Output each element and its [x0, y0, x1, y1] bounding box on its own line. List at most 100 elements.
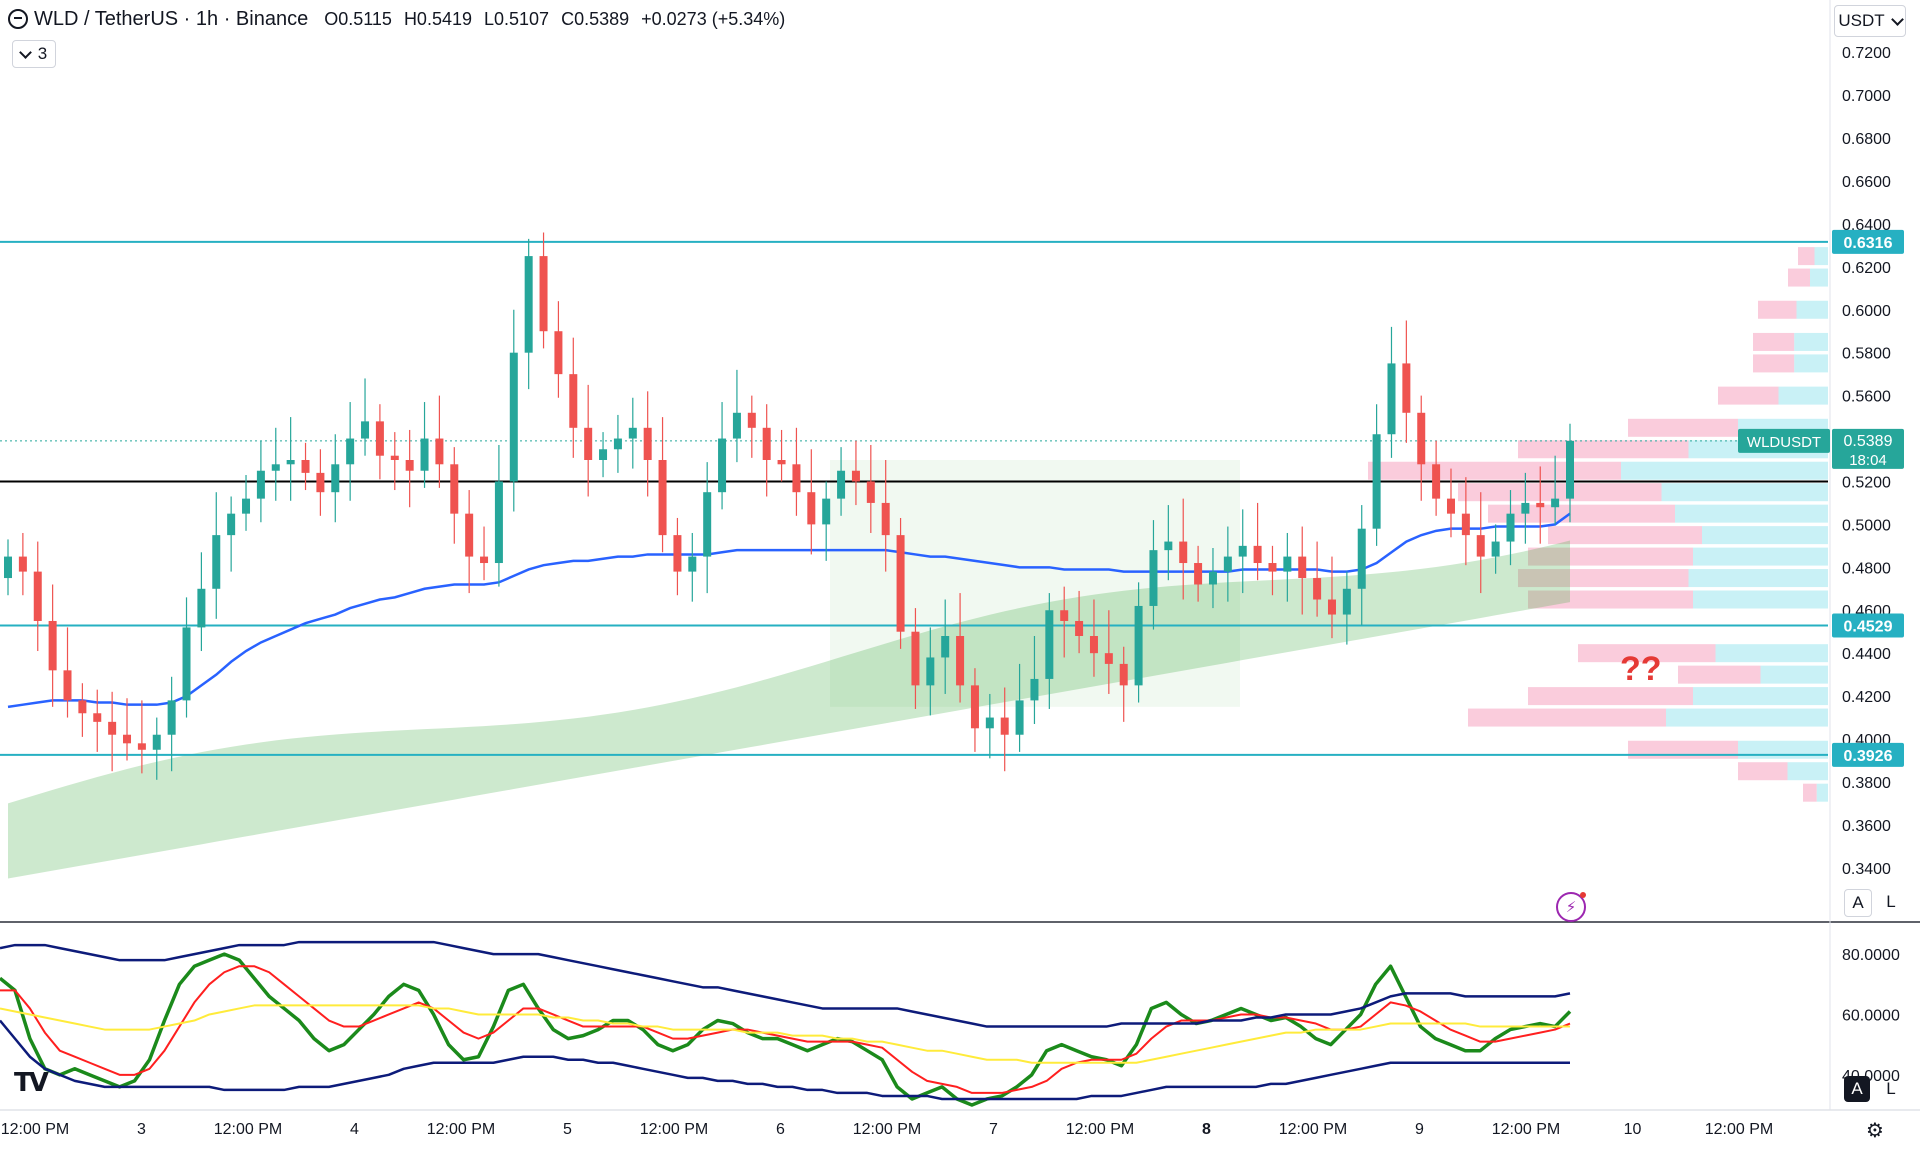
- candle-body: [1476, 535, 1485, 557]
- price-tick-label: 0.6000: [1842, 303, 1891, 320]
- candle-body: [256, 470, 265, 499]
- ohlc-change: +0.0273 (+5.34%): [641, 8, 786, 29]
- time-tick-label: 12:00 PM: [1066, 1121, 1134, 1138]
- candle-body: [1149, 550, 1158, 606]
- candle-body: [718, 438, 727, 493]
- candle-body: [1030, 678, 1039, 701]
- price-tick-label: 0.5600: [1842, 389, 1891, 406]
- candle-body: [762, 427, 771, 460]
- candle-body: [822, 498, 831, 525]
- candle-body: [137, 743, 146, 750]
- candle-body: [732, 412, 741, 439]
- horizontal-levels: [0, 240, 1828, 756]
- candle-body: [390, 455, 399, 460]
- time-tick-label: 12:00 PM: [1492, 1121, 1560, 1138]
- price-tick-label: 0.7200: [1842, 45, 1891, 62]
- candle-body: [450, 464, 459, 514]
- candle-body: [970, 685, 979, 729]
- candle-body: [1446, 498, 1455, 514]
- candle-body: [301, 460, 310, 473]
- countdown-tag-value: 18:04: [1849, 452, 1887, 469]
- price-tick-label: 0.3800: [1842, 775, 1891, 792]
- candle-body: [1134, 605, 1143, 686]
- candle-body: [554, 331, 563, 375]
- candle-body: [78, 700, 87, 714]
- profile-bar-buy: [1816, 783, 1828, 802]
- candle-body: [1327, 599, 1336, 615]
- chart-annotation-question[interactable]: ??: [1620, 650, 1662, 688]
- currency-selector[interactable]: USDT: [1834, 5, 1906, 37]
- profile-bar-buy: [1702, 526, 1828, 545]
- candle-body: [420, 438, 429, 471]
- time-tick-label: 3: [137, 1121, 146, 1138]
- candle-body: [658, 460, 667, 536]
- candle-body: [792, 464, 801, 493]
- candle-body: [1060, 610, 1069, 621]
- profile-bar-buy: [1661, 483, 1828, 502]
- candle-body: [926, 657, 935, 686]
- symbol-title[interactable]: WLD / TetherUS · 1h · Binance: [34, 7, 309, 30]
- candle-body: [896, 535, 905, 632]
- candle-body: [688, 556, 697, 572]
- candle-body: [524, 256, 533, 353]
- candle-body: [182, 627, 191, 701]
- profile-bar-sell: [1518, 569, 1689, 588]
- candle-body: [1208, 571, 1217, 585]
- candle-body: [1104, 653, 1113, 664]
- profile-bar-sell: [1518, 440, 1689, 459]
- candle-body: [1268, 563, 1277, 572]
- rsi-tick-label: 80.0000: [1842, 947, 1900, 964]
- time-tick-label: 12:00 PM: [1, 1121, 69, 1138]
- candlestick-series: [4, 232, 1574, 780]
- gear-icon[interactable]: ⚙: [1866, 1120, 1884, 1142]
- rsi-pane: [0, 940, 1572, 1107]
- rsi-series-line: [0, 940, 1571, 1028]
- auto-scale-button[interactable]: A: [1844, 889, 1872, 917]
- candle-body: [1491, 541, 1500, 557]
- candle-body: [1342, 588, 1351, 615]
- price-tick-label: 0.7000: [1842, 88, 1891, 105]
- currency-label: USDT: [1838, 11, 1885, 30]
- cloud-area: [8, 540, 1570, 879]
- profile-bar-sell: [1458, 483, 1662, 502]
- time-tick-label: 12:00 PM: [214, 1121, 282, 1138]
- candle-body: [152, 734, 161, 750]
- candle-body: [346, 438, 355, 465]
- profile-bar-buy: [1693, 547, 1828, 566]
- candle-body: [108, 721, 117, 735]
- candle-body: [465, 513, 474, 557]
- tradingview-logo[interactable]: TV: [14, 1068, 49, 1098]
- price-tick-label: 0.3400: [1842, 861, 1891, 878]
- candle-body: [1566, 440, 1574, 499]
- profile-bar-buy: [1810, 268, 1828, 287]
- candle-body: [866, 481, 875, 503]
- rsi-auto-scale-button[interactable]: A: [1844, 1076, 1870, 1102]
- candle-body: [197, 588, 206, 628]
- candle-body: [911, 631, 920, 686]
- candle-body: [1357, 528, 1366, 589]
- indicators-toggle-button[interactable]: 3: [12, 40, 56, 68]
- profile-bar-buy: [1693, 687, 1828, 706]
- candle-body: [286, 460, 295, 465]
- candle-body: [851, 470, 860, 482]
- rsi-log-scale-button[interactable]: L: [1886, 1079, 1896, 1098]
- candle-body: [1238, 545, 1247, 557]
- lightning-alert-icon[interactable]: ⚡: [1556, 892, 1586, 922]
- time-tick-label: 12:00 PM: [640, 1121, 708, 1138]
- candle-body: [1461, 513, 1470, 536]
- price-tags: 0.6316 0.4529 0.3926 WLDUSDT 0.5389 18:04: [1738, 229, 1904, 767]
- profile-bar-sell: [1628, 418, 1738, 437]
- symbol-icon: [8, 9, 28, 29]
- profile-bar-sell: [1528, 687, 1693, 706]
- price-tick-label: 0.5000: [1842, 517, 1891, 534]
- level-price-tag: [1832, 229, 1904, 254]
- profile-bar-sell: [1528, 547, 1693, 566]
- candle-body: [18, 556, 27, 572]
- candle-body: [569, 374, 578, 428]
- candle-body: [1313, 578, 1322, 600]
- log-scale-button[interactable]: L: [1886, 892, 1896, 911]
- profile-bar-sell: [1368, 461, 1621, 480]
- candle-body: [1000, 717, 1009, 735]
- candle-body: [1506, 513, 1515, 542]
